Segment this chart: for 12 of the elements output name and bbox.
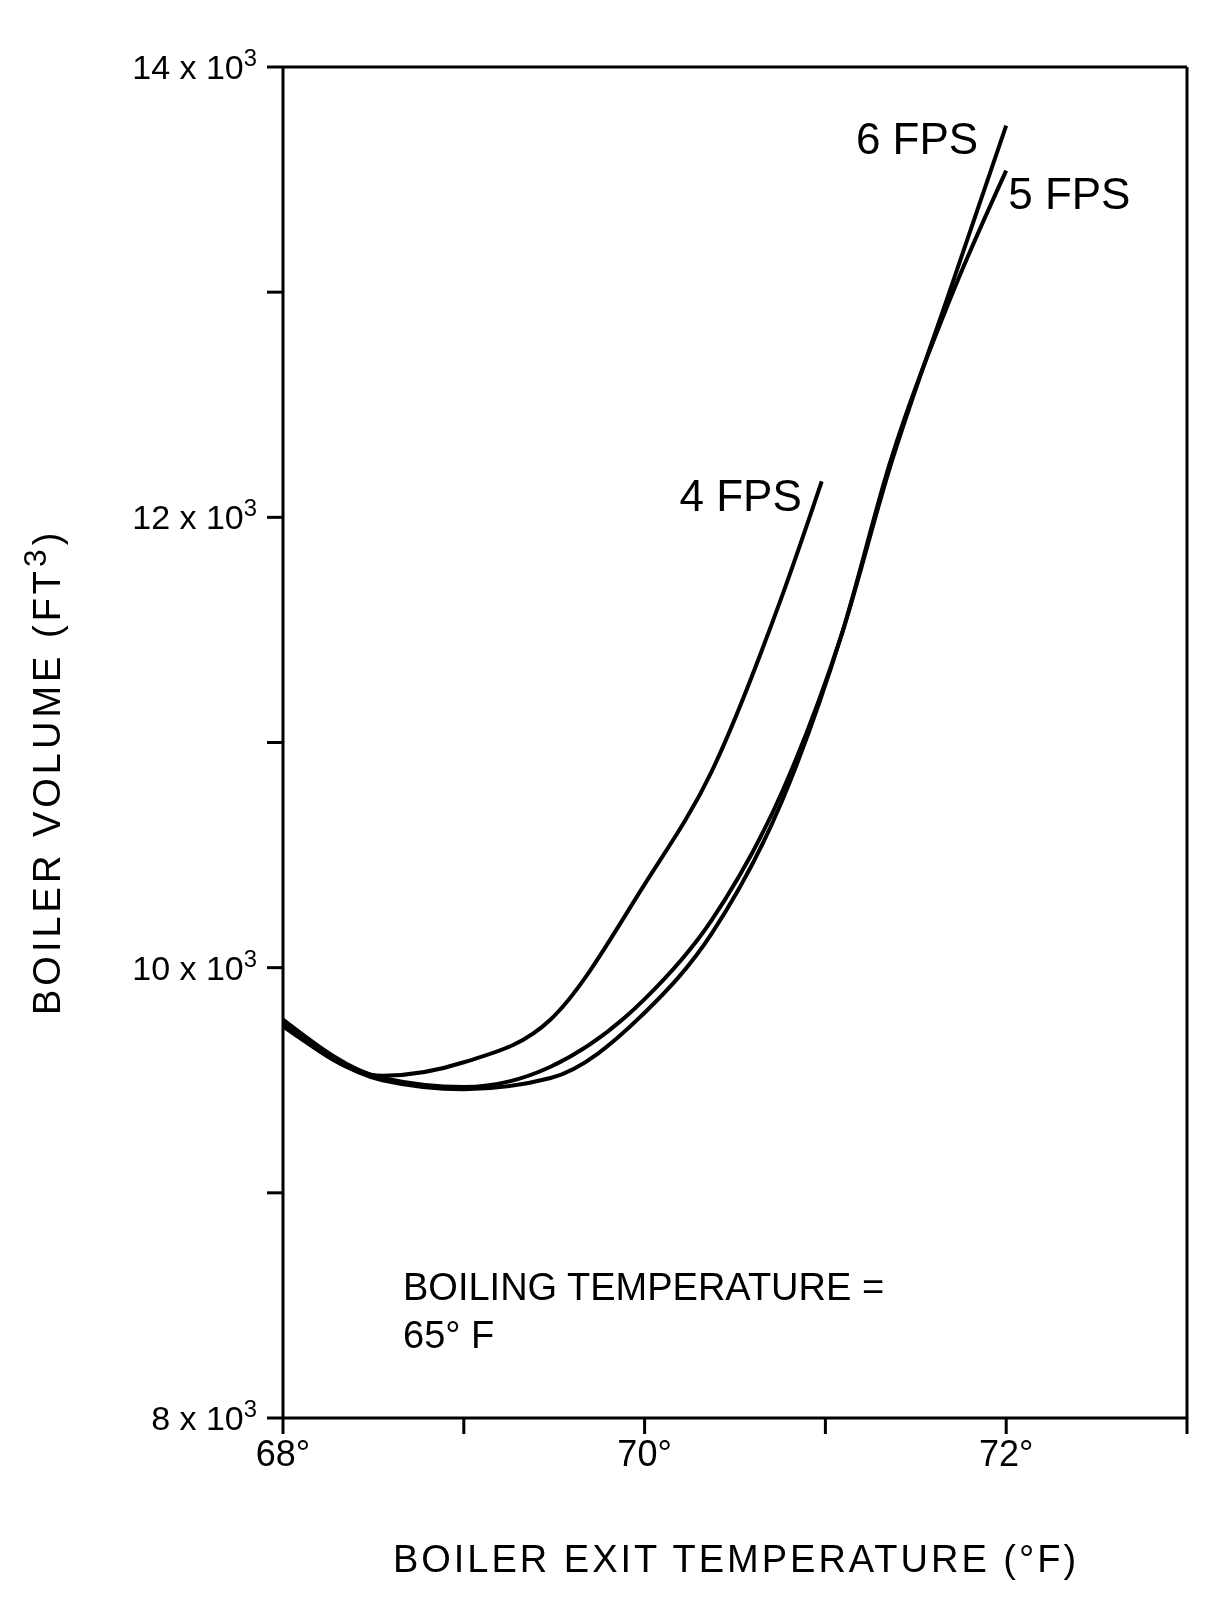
series-label: 5 FPS [1008, 168, 1131, 218]
x-tick-label: 70° [617, 1433, 672, 1474]
x-tick-label: 68° [255, 1433, 311, 1474]
y-tick-label: 8 x 10$^{3}$ [151, 1394, 257, 1437]
x-tick-label: 72° [978, 1433, 1034, 1474]
annotation: BOILING TEMPERATURE = 65° F [403, 1265, 886, 1358]
y-tick-label: 12 x 10$^{3}$ [132, 493, 257, 537]
y-tick-label: 10 x 10$^{3}$ [132, 944, 257, 987]
series-label: 6 FPS [855, 113, 979, 163]
x-axis-title: BOILER EXIT TEMPERATURE (°F) [391, 1538, 1081, 1581]
y-tick-label: 14 x 10$^{3}$ [132, 43, 257, 86]
series-label: 4 FPS [679, 471, 802, 521]
